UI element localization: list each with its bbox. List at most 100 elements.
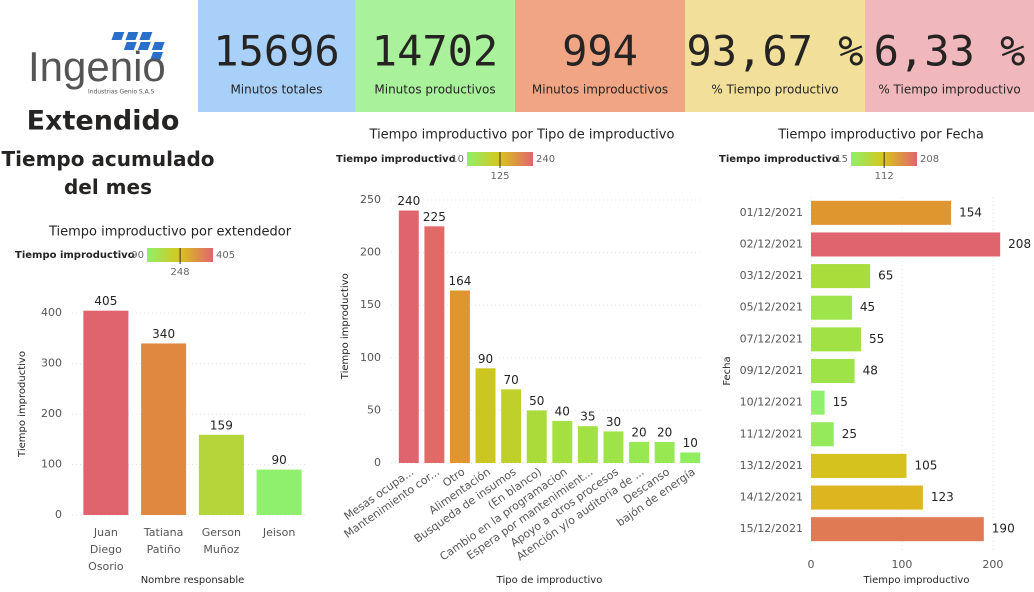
bar [811,422,834,447]
legend-max: 240 [536,154,555,165]
logo: Ingenio Industrias Genio S.A.S [28,32,166,96]
data-label: 70 [503,373,518,387]
legend-max: 208 [920,154,939,165]
data-label: 40 [555,404,570,418]
bar [811,295,852,320]
data-label: 10 [683,436,698,450]
bar [654,441,675,463]
kpi-value: 14702 [372,27,498,76]
y-tick-label: 250 [360,193,381,206]
x-axis-label: Nombre responsable [141,575,245,586]
bar [811,390,825,415]
x-tick-label: Jeison [262,526,296,539]
y-tick-label: 14/12/2021 [740,491,803,504]
legend-min: 90 [131,250,144,261]
data-label: 90 [271,453,286,467]
data-label: 65 [878,269,893,283]
kpi-label: % Tiempo productivo [711,83,838,97]
legend-title: Tiempo improductivo [719,154,839,165]
data-label: 35 [580,410,595,424]
kpi-label: Minutos productivos [374,83,495,97]
y-tick-label: 200 [41,407,62,420]
data-label: 123 [931,490,954,504]
bar [398,210,419,463]
kpi-card [515,0,685,112]
bar [811,327,862,352]
y-tick-label: 10/12/2021 [740,396,803,409]
data-label: 55 [869,332,884,346]
heading-title: Extendido [27,106,180,137]
y-tick-label: 150 [360,298,381,311]
kpi-label: % Tiempo improductivo [878,83,1020,97]
y-tick-label: 50 [367,403,381,416]
bar [424,226,445,463]
y-tick-label: 300 [41,357,62,370]
bar [811,200,952,225]
data-label: 240 [397,194,420,208]
y-tick-label: 03/12/2021 [740,269,803,282]
legend-max: 405 [216,250,235,261]
data-label: 50 [529,394,544,408]
bar [256,469,302,515]
x-tick-label: 100 [891,558,912,571]
bar [811,264,871,289]
data-label: 20 [631,425,646,439]
y-tick-label: 13/12/2021 [740,459,803,472]
y-tick-label: 11/12/2021 [740,427,803,440]
x-axis-label: Tiempo improductivo [863,575,970,586]
bar [680,452,701,463]
data-label: 340 [152,327,175,341]
data-label: 164 [449,274,472,288]
logo-name: Ingenio [28,43,166,90]
y-tick-label: 02/12/2021 [740,237,803,250]
x-tick-label: Gerson Muñoz [202,526,241,556]
bar [526,410,547,463]
bar [811,453,907,478]
bar [83,310,129,515]
x-axis-label: Tipo de improductivo [496,575,603,586]
kpi-value: 15696 [213,27,339,76]
bar [141,343,187,515]
kpi-card [865,0,1034,112]
y-axis-label: Fecha [722,356,733,385]
legend-min: 10 [451,154,464,165]
bar [811,358,855,384]
bar [603,431,624,463]
data-label: 190 [992,522,1015,536]
data-label: 20 [657,425,672,439]
x-tick-label: 0 [808,558,815,571]
heading-subtitle: Tiempo acumulado del mes [2,147,215,199]
data-label: 159 [210,418,233,432]
data-label: 15 [833,395,848,409]
kpi-card [355,0,515,112]
x-tick-label: 200 [982,558,1003,571]
bar [811,485,923,510]
kpi-value: 6,33 % [874,27,1026,76]
data-label: 154 [959,205,982,219]
bar [811,232,1001,257]
data-label: 25 [842,427,857,441]
x-tick-label: Juan Diego Osorio [88,526,124,573]
logo-subtitle: Industrias Genio S.A.S [88,89,155,96]
kpi-value: 994 [562,27,638,76]
legend-mid: 248 [171,267,190,278]
bar [501,389,522,463]
data-label: 90 [478,352,493,366]
data-label: 30 [606,415,621,429]
data-label: 225 [423,210,446,224]
data-label: 45 [860,300,875,314]
legend-mid: 112 [875,171,894,182]
y-axis-label: Tiempo improductivo [340,273,351,380]
bar [629,441,650,463]
legend-min: 15 [835,154,848,165]
y-tick-label: 400 [41,306,62,319]
logo-icon [111,32,165,60]
bar [577,426,598,463]
y-tick-label: 15/12/2021 [740,522,803,535]
kpi-card [685,0,865,112]
y-tick-label: 100 [360,351,381,364]
y-tick-label: 05/12/2021 [740,301,803,314]
bar [449,290,470,463]
kpi-label: Minutos improductivos [532,83,668,97]
